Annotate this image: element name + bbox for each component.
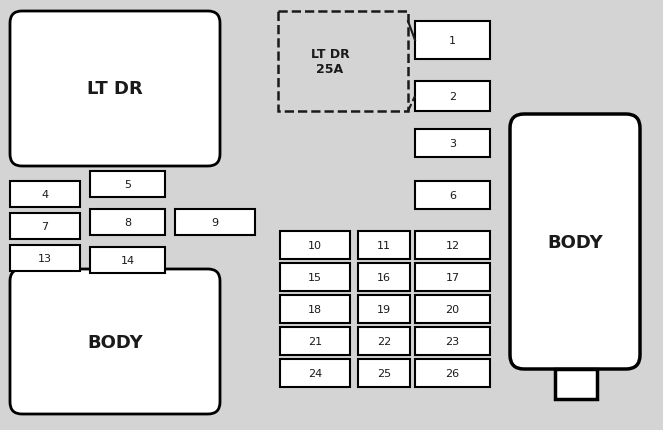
Bar: [358, 359, 410, 387]
Bar: [90, 247, 165, 273]
Bar: [280, 264, 350, 291]
Bar: [415, 295, 490, 323]
Text: 17: 17: [446, 272, 459, 283]
Text: 15: 15: [308, 272, 322, 283]
Text: 25: 25: [377, 368, 391, 378]
Text: 11: 11: [377, 240, 391, 250]
Bar: [280, 295, 350, 323]
Text: 3: 3: [449, 139, 456, 149]
Text: LT DR: LT DR: [87, 80, 143, 98]
Bar: [415, 359, 490, 387]
Bar: [10, 246, 80, 271]
Bar: [415, 231, 490, 259]
Text: 7: 7: [41, 221, 48, 231]
Text: 20: 20: [446, 304, 459, 314]
Bar: [358, 295, 410, 323]
Text: 2: 2: [449, 92, 456, 102]
Bar: [415, 327, 490, 355]
Text: 12: 12: [446, 240, 459, 250]
Text: LT DR
25A: LT DR 25A: [311, 48, 349, 76]
Bar: [415, 22, 490, 60]
FancyBboxPatch shape: [10, 12, 220, 166]
Bar: [415, 82, 490, 112]
FancyBboxPatch shape: [510, 115, 640, 369]
Text: 4: 4: [41, 190, 48, 200]
Text: 13: 13: [38, 253, 52, 264]
Bar: [90, 172, 165, 197]
Bar: [415, 130, 490, 158]
Bar: [10, 181, 80, 208]
Bar: [280, 327, 350, 355]
Bar: [280, 231, 350, 259]
Bar: [358, 231, 410, 259]
Text: 22: 22: [377, 336, 391, 346]
Text: 23: 23: [446, 336, 459, 346]
Text: 26: 26: [446, 368, 459, 378]
Bar: [555, 369, 597, 399]
FancyBboxPatch shape: [10, 269, 220, 414]
Bar: [415, 264, 490, 291]
Text: 1: 1: [449, 36, 456, 46]
Text: 9: 9: [211, 218, 219, 227]
Bar: [358, 264, 410, 291]
Text: 21: 21: [308, 336, 322, 346]
Text: 18: 18: [308, 304, 322, 314]
Text: 16: 16: [377, 272, 391, 283]
Text: 14: 14: [121, 255, 135, 265]
Bar: [280, 359, 350, 387]
Text: 24: 24: [308, 368, 322, 378]
Text: 8: 8: [124, 218, 131, 227]
Text: 5: 5: [124, 180, 131, 190]
Text: 19: 19: [377, 304, 391, 314]
Bar: [175, 209, 255, 236]
Text: 10: 10: [308, 240, 322, 250]
Bar: [10, 214, 80, 240]
Text: 6: 6: [449, 190, 456, 200]
Bar: [415, 181, 490, 209]
Bar: [90, 209, 165, 236]
Text: BODY: BODY: [547, 233, 603, 251]
Bar: [358, 327, 410, 355]
Bar: [278, 12, 408, 112]
Text: BODY: BODY: [87, 333, 143, 351]
